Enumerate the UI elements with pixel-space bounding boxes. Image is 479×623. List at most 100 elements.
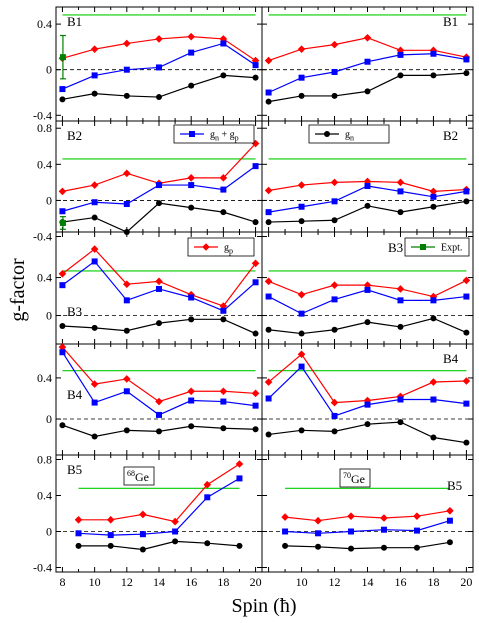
gn-gp-point bbox=[463, 56, 470, 63]
gn-gp-point bbox=[430, 396, 437, 403]
x-tick-label: 10 bbox=[89, 575, 101, 589]
gn-point bbox=[348, 545, 355, 552]
gn-gp-point bbox=[91, 258, 98, 265]
y-tick-label: 0.4 bbox=[37, 489, 52, 503]
gn-gp-point bbox=[265, 395, 272, 402]
gn-point bbox=[397, 419, 404, 426]
gn-point bbox=[220, 72, 227, 79]
x-tick-label: 16 bbox=[394, 575, 406, 589]
panel-68Ge-B4: 0 0.4 B4 bbox=[37, 343, 263, 456]
gn-gp-point bbox=[172, 528, 179, 535]
gn-gp-point bbox=[188, 49, 195, 56]
gp-point bbox=[90, 45, 99, 53]
gp-point bbox=[363, 33, 372, 42]
gn-point bbox=[265, 431, 272, 438]
gn-gp-point bbox=[188, 397, 195, 404]
gn-point bbox=[446, 539, 453, 546]
x-tick-label: 18 bbox=[217, 575, 229, 589]
gn-point bbox=[413, 544, 420, 551]
gn-gp-point bbox=[397, 51, 404, 58]
gn-gp-point bbox=[252, 279, 259, 286]
gn-point bbox=[59, 96, 66, 103]
gn-gp-point bbox=[397, 188, 404, 195]
gn-point bbox=[188, 204, 195, 211]
panel-68Ge-B5: -0.4 0 0.4 0.8 8 10 12 14 16 18 20 B5 bbox=[33, 453, 263, 589]
x-tick-label: 14 bbox=[362, 575, 374, 589]
band-label: B5 bbox=[67, 462, 82, 477]
y-tick-label: 0.4 bbox=[37, 157, 52, 171]
gn-point bbox=[91, 324, 98, 331]
y-tick-label: 0 bbox=[46, 63, 52, 77]
gp-point bbox=[155, 277, 163, 286]
gn-gp-point bbox=[59, 282, 66, 289]
gn-point bbox=[298, 92, 305, 99]
gp-point bbox=[429, 378, 438, 386]
gn-gp-point bbox=[364, 401, 371, 408]
gp-point bbox=[314, 516, 322, 525]
gn-point bbox=[324, 131, 330, 137]
gn-point bbox=[91, 433, 98, 440]
gn-point bbox=[463, 70, 470, 77]
gn-point bbox=[430, 315, 437, 322]
gn-point bbox=[430, 72, 437, 79]
gn-gp-point bbox=[252, 402, 259, 409]
gp-point bbox=[363, 396, 372, 405]
gp-point bbox=[139, 510, 147, 519]
series-gp-line bbox=[78, 463, 240, 523]
y-tick-label: -0.4 bbox=[33, 230, 52, 244]
x-tick-label: 12 bbox=[329, 575, 341, 589]
gn-gp-point bbox=[364, 286, 371, 293]
gn-gp-point bbox=[282, 528, 289, 535]
gn-gp-point bbox=[265, 89, 272, 96]
gp-point bbox=[155, 35, 163, 43]
gn-point bbox=[220, 425, 227, 432]
gn-point bbox=[107, 542, 114, 549]
gn-gp-point bbox=[188, 294, 195, 301]
legend: gn + gp gn gp Expt. 68Ge 70Ge bbox=[123, 124, 470, 488]
expt-point bbox=[59, 54, 66, 61]
gn-point bbox=[59, 322, 66, 329]
gn-gp-point bbox=[331, 412, 338, 419]
y-tick-label: 0.4 bbox=[37, 17, 52, 31]
band-label: B4 bbox=[443, 351, 459, 366]
gp-point bbox=[363, 177, 372, 186]
gn-gp-point bbox=[265, 293, 272, 300]
gn-gp-point bbox=[397, 297, 404, 304]
series-gn_gp-line bbox=[285, 520, 451, 534]
legend-box bbox=[187, 237, 255, 257]
gn-gp-point bbox=[123, 201, 130, 208]
y-tick-label: 0 bbox=[46, 309, 52, 323]
x-axis-label: Spin (ħ) bbox=[232, 595, 297, 617]
gp-point bbox=[90, 380, 99, 388]
y-tick-label: -0.4 bbox=[33, 561, 52, 575]
gn-gp-point bbox=[364, 182, 371, 189]
x-tick-label: 14 bbox=[153, 575, 165, 589]
gp-point bbox=[235, 460, 244, 468]
gn-point bbox=[265, 219, 272, 226]
legend-box bbox=[308, 124, 390, 144]
gn-point bbox=[282, 542, 289, 549]
gn-gp-point bbox=[331, 68, 338, 75]
gp-point bbox=[446, 507, 454, 515]
gp-point bbox=[347, 512, 355, 520]
gn-gp-point bbox=[430, 50, 437, 57]
gn-point bbox=[236, 542, 243, 549]
y-tick-label: 0.8 bbox=[37, 121, 52, 135]
gn-point bbox=[397, 323, 404, 330]
gn-point bbox=[139, 546, 146, 553]
gp-point bbox=[155, 397, 163, 406]
gn-gp-point bbox=[107, 532, 114, 539]
gp-point bbox=[413, 512, 421, 520]
gp-point bbox=[297, 290, 306, 299]
gn-gp-point bbox=[220, 186, 227, 193]
x-tick-label: 10 bbox=[296, 575, 308, 589]
gp-point bbox=[264, 277, 273, 286]
gp-point bbox=[202, 243, 210, 251]
gn-point bbox=[188, 82, 195, 89]
gp-point bbox=[123, 39, 131, 48]
nucleus-box bbox=[339, 468, 371, 488]
legend-label-expt: Expt. bbox=[441, 243, 462, 254]
nucleus-box bbox=[123, 466, 155, 486]
gn-gp-point bbox=[463, 188, 470, 195]
expt-point bbox=[420, 244, 426, 250]
